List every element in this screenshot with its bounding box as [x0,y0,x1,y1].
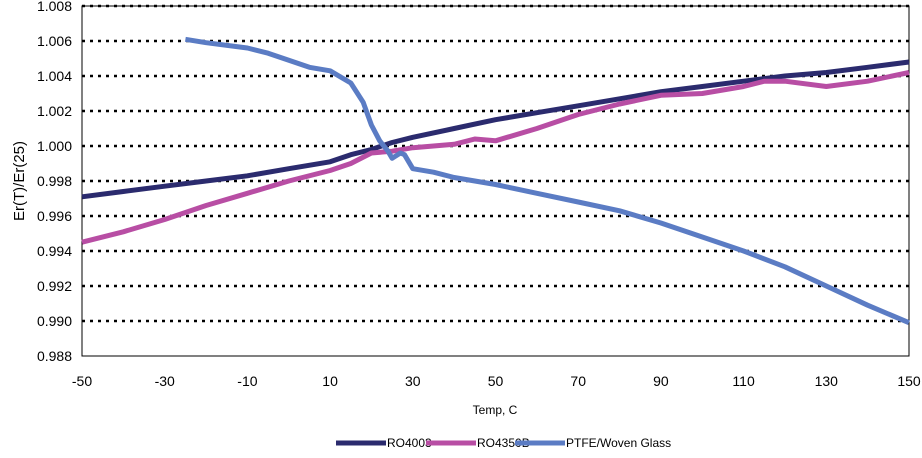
grid-lines [82,4,909,323]
y-tick-label: 0.990 [37,313,72,329]
y-axis-label: Er(T)/Er(25) [11,141,28,221]
y-tick-label: 1.002 [37,103,72,119]
legend: RO4003 RO4350B PTFE/Woven Glass [336,436,671,450]
x-tick-label: 90 [653,373,669,389]
x-tick-label: 130 [815,373,839,389]
y-tick-label: 1.008 [37,0,72,14]
legend-label: PTFE/Woven Glass [566,436,671,450]
legend-label: RO4003 [387,436,432,450]
y-tick-label: 0.998 [37,173,72,189]
x-tick-label: 50 [488,373,504,389]
x-tick-label: 10 [322,373,338,389]
plot-area-frame [81,5,910,357]
x-tick-label: -10 [237,373,257,389]
x-tick-label: -30 [155,373,175,389]
y-tick-label: 0.994 [37,243,72,259]
x-tick-labels: -50 -30 -10 10 30 50 70 90 110 130 150 [72,373,921,389]
x-tick-label: 150 [897,373,921,389]
y-tick-labels: 0.988 0.990 0.992 0.994 0.996 0.998 1.000 1.002… [37,0,72,364]
y-tick-label: 1.006 [37,33,72,49]
x-tick-label: 110 [732,373,755,389]
legend-label: RO4350B [477,436,530,450]
x-axis-label: Temp, C [473,403,518,417]
y-tick-label: 1.004 [37,68,72,84]
series-line-3 [184,36,910,326]
series-line-2 [81,70,910,245]
y-tick-label: 0.992 [37,278,72,294]
x-tick-label: -50 [72,373,92,389]
y-tick-label: 0.988 [37,348,72,364]
y-tick-label: 0.996 [37,208,72,224]
x-tick-label: 70 [570,373,586,389]
x-tick-label: 30 [405,373,421,389]
series-line-1 [81,59,910,200]
y-tick-label: 1.000 [37,138,72,154]
series-lines [81,36,910,326]
